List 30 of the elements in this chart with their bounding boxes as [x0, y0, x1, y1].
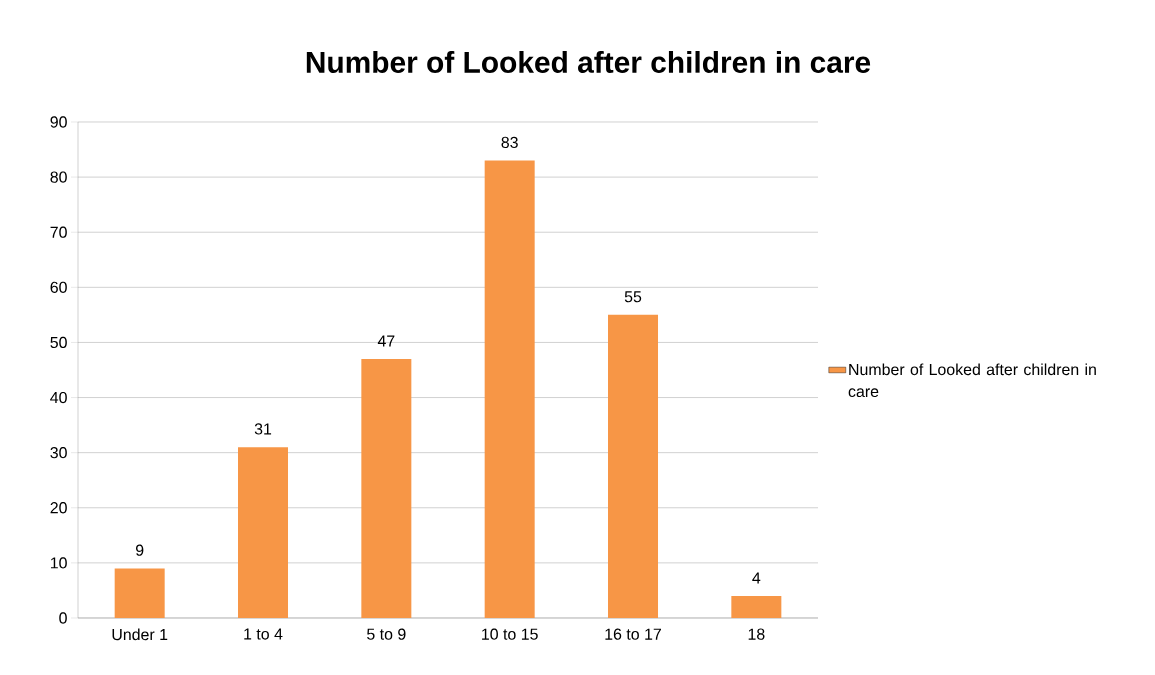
y-tick-label: 0: [59, 612, 67, 624]
x-tick-label: 1 to 4: [244, 628, 283, 640]
data-label: 55: [624, 291, 642, 303]
legend-label: Number of Looked after children in care: [848, 363, 1096, 398]
x-tick-label: 10 to 15: [482, 628, 538, 640]
y-tick-label: 40: [50, 391, 67, 404]
data-label: 31: [254, 423, 272, 435]
data-label: 9: [135, 544, 144, 556]
x-tick-label: 5 to 9: [367, 628, 406, 640]
data-label: 83: [501, 136, 518, 149]
bar: [731, 595, 782, 618]
chart-title: Number of Looked after children in care: [306, 51, 871, 73]
x-tick-label: Under 1: [112, 628, 168, 641]
y-tick-label: 60: [50, 281, 67, 293]
y-tick-label: 20: [50, 502, 67, 514]
y-tick-label: 70: [50, 226, 67, 238]
bar: [484, 160, 535, 618]
data-label: 47: [377, 335, 395, 347]
bar: [238, 447, 289, 618]
bar: [114, 568, 165, 618]
y-tick-label: 90: [50, 116, 67, 128]
y-tick-label: 50: [50, 336, 67, 349]
x-tick-label: 18: [748, 628, 765, 640]
bar: [361, 358, 412, 618]
bar: [608, 314, 659, 618]
data-label: 4: [752, 572, 761, 584]
x-tick-label: 16 to 17: [605, 628, 661, 640]
y-tick-label: 80: [50, 171, 67, 183]
y-tick-label: 10: [50, 557, 67, 569]
y-tick-label: 30: [50, 447, 67, 459]
